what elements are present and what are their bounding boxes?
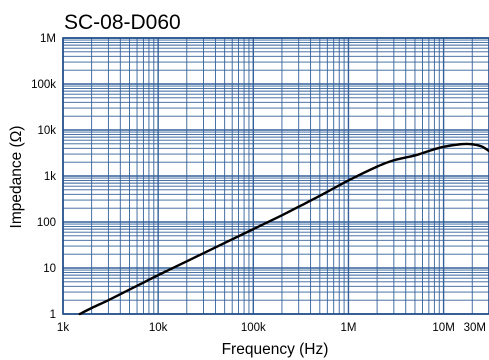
y-tick-label: 100: [37, 217, 56, 229]
x-tick-label: 10M: [432, 322, 454, 334]
x-tick-labels: 1k 10k 100k 1M 10M 30M: [57, 322, 486, 334]
y-tick-labels: 1 10 100 1k 10k 100k 1M: [31, 33, 56, 321]
x-tick-label: 100k: [241, 322, 266, 334]
y-tick-label: 100k: [31, 79, 56, 91]
y-tick-label: 1M: [40, 33, 56, 45]
y-tick-label: 1k: [44, 171, 56, 183]
x-tick-label: 30M: [464, 322, 486, 334]
y-axis-label: Impedance (Ω): [8, 126, 25, 229]
plot-frame: [62, 37, 489, 315]
x-tick-label: 10k: [149, 322, 168, 334]
chart-title: SC-08-D060: [64, 11, 181, 34]
y-tick-label: 10k: [37, 125, 56, 137]
x-axis-label: Frequency (Hz): [222, 341, 329, 358]
impedance-curve: [78, 142, 489, 316]
x-tick-label: 1M: [340, 322, 356, 334]
x-tick-label: 1k: [57, 322, 69, 334]
y-tick-label: 1: [50, 309, 56, 321]
y-tick-label: 10: [43, 263, 56, 275]
